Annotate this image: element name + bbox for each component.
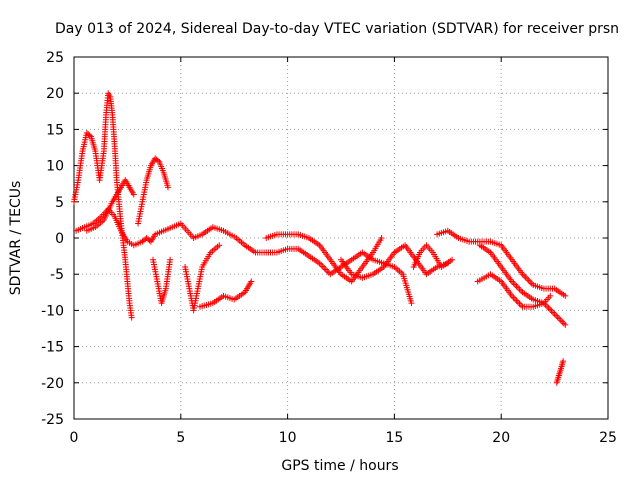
data-point xyxy=(86,132,93,139)
x-tick-label: 10 xyxy=(279,430,297,446)
data-point xyxy=(553,312,560,319)
data-point xyxy=(321,264,328,271)
y-tick-label: -15 xyxy=(41,340,64,356)
data-point xyxy=(560,358,567,365)
y-tick-label: 25 xyxy=(46,50,64,66)
data-point xyxy=(513,283,520,290)
data-point xyxy=(548,307,555,314)
data-point xyxy=(518,287,525,294)
y-tick-label: -5 xyxy=(50,267,64,283)
series-track-f xyxy=(182,242,223,314)
data-point xyxy=(511,296,518,303)
series-track-n xyxy=(553,358,567,386)
series-track-m xyxy=(474,271,554,310)
data-point xyxy=(408,300,415,307)
series-track-k xyxy=(434,227,569,299)
data-point xyxy=(514,299,521,306)
y-tick-label: 20 xyxy=(46,86,64,102)
data-point xyxy=(378,235,385,241)
data-point xyxy=(155,157,162,164)
x-tick-label: 5 xyxy=(176,430,185,446)
data-point xyxy=(551,311,558,318)
data-point xyxy=(510,279,517,286)
x-tick-label: 15 xyxy=(385,430,403,446)
data-point xyxy=(164,184,171,191)
series-track-e xyxy=(150,256,174,307)
data-point xyxy=(248,278,255,285)
data-point xyxy=(128,314,135,321)
data-point xyxy=(510,294,517,301)
x-tick-label: 0 xyxy=(70,430,79,446)
x-tick-label: 20 xyxy=(492,430,510,446)
data-point xyxy=(525,277,532,284)
grid xyxy=(74,57,608,419)
data-point xyxy=(527,278,534,285)
series-track-j xyxy=(410,242,456,270)
data-marks xyxy=(71,90,569,386)
data-point xyxy=(521,272,528,279)
data-point xyxy=(513,297,520,304)
series-track-a xyxy=(71,90,135,321)
y-tick-label: 10 xyxy=(46,159,64,175)
x-tick-label: 25 xyxy=(599,430,617,446)
data-point xyxy=(522,274,529,281)
data-point xyxy=(511,281,518,288)
data-point xyxy=(554,314,561,321)
y-tick-label: -25 xyxy=(41,412,64,428)
series-track-g xyxy=(197,278,255,310)
data-point xyxy=(562,321,569,328)
data-point xyxy=(449,256,456,263)
data-point xyxy=(514,284,521,291)
y-axis: 25 20 15 10 5 0 -5 -10 -15 -20 -25 xyxy=(41,50,608,428)
data-point xyxy=(319,263,326,270)
data-point xyxy=(216,242,223,249)
x-axis-label: GPS time / hours xyxy=(281,458,398,474)
data-point xyxy=(516,286,523,293)
series-track-l xyxy=(476,242,569,328)
data-point xyxy=(543,303,550,310)
data-point xyxy=(557,317,564,324)
series-track-h xyxy=(263,231,385,285)
data-point xyxy=(559,318,566,325)
data-point xyxy=(130,191,137,198)
data-point xyxy=(318,261,325,268)
data-point xyxy=(518,302,525,309)
x-axis: 0 5 10 15 20 25 xyxy=(70,57,617,446)
data-point xyxy=(560,320,567,327)
data-point xyxy=(562,292,569,299)
series-track-c xyxy=(83,177,137,234)
y-tick-label: -10 xyxy=(41,303,64,319)
y-tick-label: 15 xyxy=(46,122,64,138)
data-point xyxy=(322,266,329,273)
y-axis-label: SDTVAR / TECUs xyxy=(8,181,24,296)
data-point xyxy=(167,256,174,263)
data-point xyxy=(556,315,563,322)
y-tick-label: -20 xyxy=(41,376,64,392)
y-tick-label: 0 xyxy=(55,231,64,247)
y-tick-label: 5 xyxy=(55,195,64,211)
data-point xyxy=(547,292,554,299)
data-point xyxy=(524,275,531,282)
data-point xyxy=(516,300,523,307)
data-point xyxy=(547,306,554,313)
series-track-d xyxy=(135,155,171,227)
chart-title: Day 013 of 2024, Sidereal Day-to-day VTE… xyxy=(55,21,619,37)
